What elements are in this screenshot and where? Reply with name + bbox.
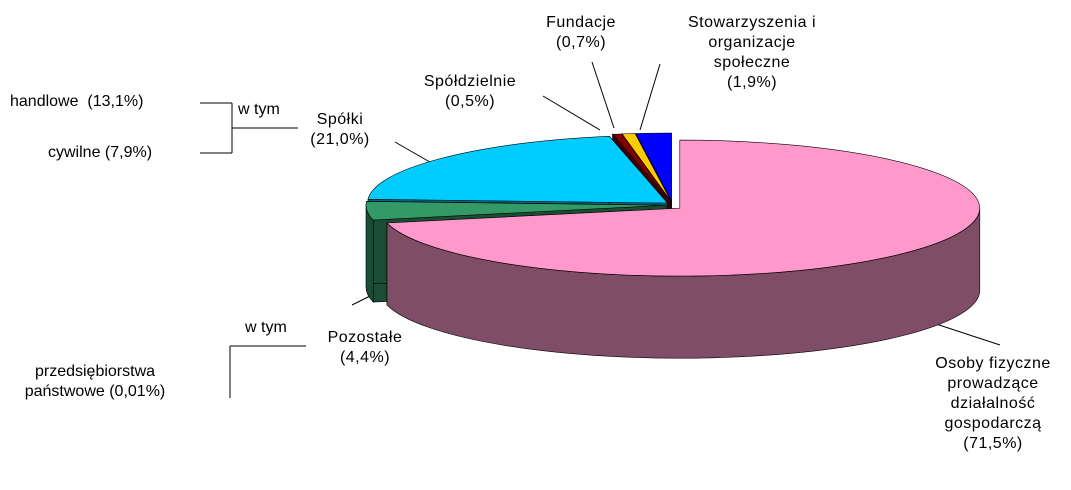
slice-value-label: (21,0%) [310,131,370,148]
slice-label: Fundacje [546,14,616,31]
leader [929,321,1001,346]
slice-value-label: (1,9%) [726,74,778,91]
slice-top [611,133,671,202]
slice-label: Osoby fizyczne prowadzące działalność go… [935,355,1051,432]
slice-value-label: (0,7%) [555,34,607,51]
leader [394,141,436,166]
leader-lines [200,61,1001,398]
slice-top [386,139,981,277]
slice-top [635,132,672,202]
annotation: w tym [245,319,287,336]
slice-top [365,201,667,221]
leader [591,61,615,129]
annotation: cywilne (7,9%) [48,144,153,161]
slice-value-label: (0,5%) [444,93,496,110]
leader [639,63,661,131]
slice-label: Stowarzyszenia i organizacje społeczne [687,14,817,71]
slice-top [367,135,669,204]
slice-label: Pozostałe [327,329,403,346]
annotation: przedsiębiorstwa państwowe (0,01%) [24,363,166,400]
slice-label: Spółdzielnie [423,73,517,90]
annotation: handlowe (13,1%) [10,93,144,110]
slice-top [621,133,672,202]
slice-value-label: (4,4%) [339,349,391,366]
slice-side [365,205,374,303]
slice-label: Spółki [316,111,364,128]
leader [542,95,601,131]
annotation: w tym [238,101,280,118]
slice-value-label: (71,5%) [963,435,1023,452]
